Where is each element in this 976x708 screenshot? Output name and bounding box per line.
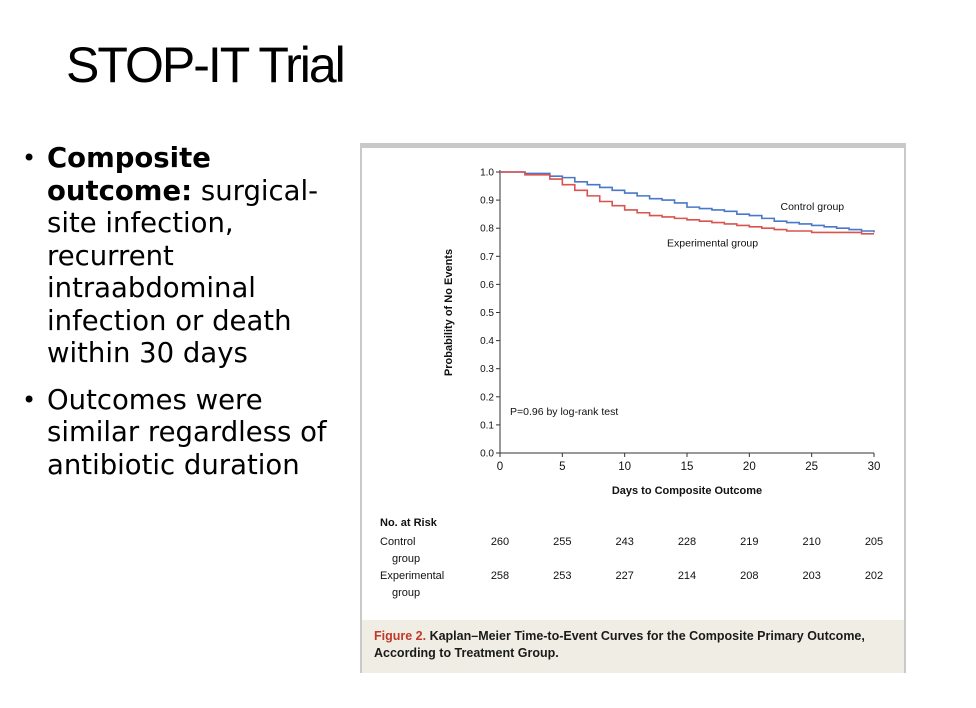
y-tick-label: 0.6 bbox=[480, 280, 494, 291]
y-tick-label: 0.3 bbox=[480, 364, 494, 375]
series-label-control: Control group bbox=[781, 201, 845, 213]
figure-panel: 0.0 0.1 0.2 0.3 0.4 0.5 0.6 0.7 0.8 0.9 1.0 0 5 10 15 2… bbox=[360, 143, 906, 673]
caption-label: Figure 2. bbox=[374, 629, 427, 643]
at-risk-header: No. at Risk bbox=[380, 517, 438, 529]
at-risk-value: 253 bbox=[553, 570, 571, 582]
at-risk-row-label: group bbox=[392, 553, 420, 565]
y-tick-label: 0.8 bbox=[480, 224, 494, 235]
bullet-text: surgical-site infection, recurrent intra… bbox=[47, 174, 319, 370]
at-risk-row-label: Experimental bbox=[380, 570, 444, 582]
x-axis-label: Days to Composite Outcome bbox=[612, 485, 762, 497]
y-axis-label: Probability of No Events bbox=[443, 249, 455, 376]
caption-text: Kaplan–Meier Time-to-Event Curves for th… bbox=[374, 629, 865, 660]
x-tick-label: 25 bbox=[805, 461, 818, 473]
y-tick-label: 1.0 bbox=[480, 168, 494, 179]
y-tick-label: 0.9 bbox=[480, 196, 494, 207]
at-risk-value: 228 bbox=[678, 536, 696, 548]
bullet-text: Outcomes were similar regardless of anti… bbox=[47, 383, 327, 481]
at-risk-value: 260 bbox=[491, 536, 509, 548]
at-risk-value: 243 bbox=[615, 536, 633, 548]
at-risk-row-label: Control bbox=[380, 536, 415, 548]
at-risk-value: 210 bbox=[802, 536, 820, 548]
at-risk-value: 208 bbox=[740, 570, 758, 582]
x-tick-label: 10 bbox=[618, 461, 631, 473]
x-tick-label: 15 bbox=[681, 461, 694, 473]
bullet-list: Composite outcome: surgical-site infecti… bbox=[22, 142, 347, 495]
x-tick-label: 0 bbox=[497, 461, 503, 473]
pvalue-annotation: P=0.96 by log-rank test bbox=[510, 406, 618, 418]
at-risk-value: 227 bbox=[615, 570, 633, 582]
bullet-bold: Composite outcome: bbox=[47, 142, 211, 207]
slide-title: STOP-IT Trial bbox=[66, 37, 346, 93]
at-risk-value: 255 bbox=[553, 536, 571, 548]
y-tick-label: 0.7 bbox=[480, 252, 494, 263]
at-risk-value: 214 bbox=[678, 570, 696, 582]
series-line-control bbox=[500, 171, 875, 233]
at-risk-value: 205 bbox=[865, 536, 883, 548]
y-tick-label: 0.5 bbox=[480, 308, 494, 319]
y-tick-label: 0.2 bbox=[480, 392, 494, 403]
bullet-item: Composite outcome: surgical-site infecti… bbox=[22, 142, 347, 370]
series-line-experimental bbox=[500, 171, 874, 235]
at-risk-row-label: group bbox=[392, 587, 420, 599]
y-tick-label: 0.0 bbox=[480, 449, 494, 460]
at-risk-value: 203 bbox=[802, 570, 820, 582]
series-label-experimental: Experimental group bbox=[667, 237, 758, 249]
bullet-item: Outcomes were similar regardless of anti… bbox=[22, 384, 347, 482]
at-risk-value: 219 bbox=[740, 536, 758, 548]
y-tick-label: 0.1 bbox=[480, 420, 494, 431]
x-tick-label: 5 bbox=[559, 461, 565, 473]
x-tick-label: 20 bbox=[743, 461, 756, 473]
at-risk-value: 258 bbox=[491, 570, 509, 582]
km-chart: 0.0 0.1 0.2 0.3 0.4 0.5 0.6 0.7 0.8 0.9 1.0 0 5 10 15 2… bbox=[380, 168, 883, 600]
y-tick-label: 0.4 bbox=[480, 336, 494, 347]
figure-caption: Figure 2. Kaplan–Meier Time-to-Event Cur… bbox=[360, 620, 906, 673]
at-risk-value: 202 bbox=[865, 570, 883, 582]
x-tick-label: 30 bbox=[868, 461, 881, 473]
